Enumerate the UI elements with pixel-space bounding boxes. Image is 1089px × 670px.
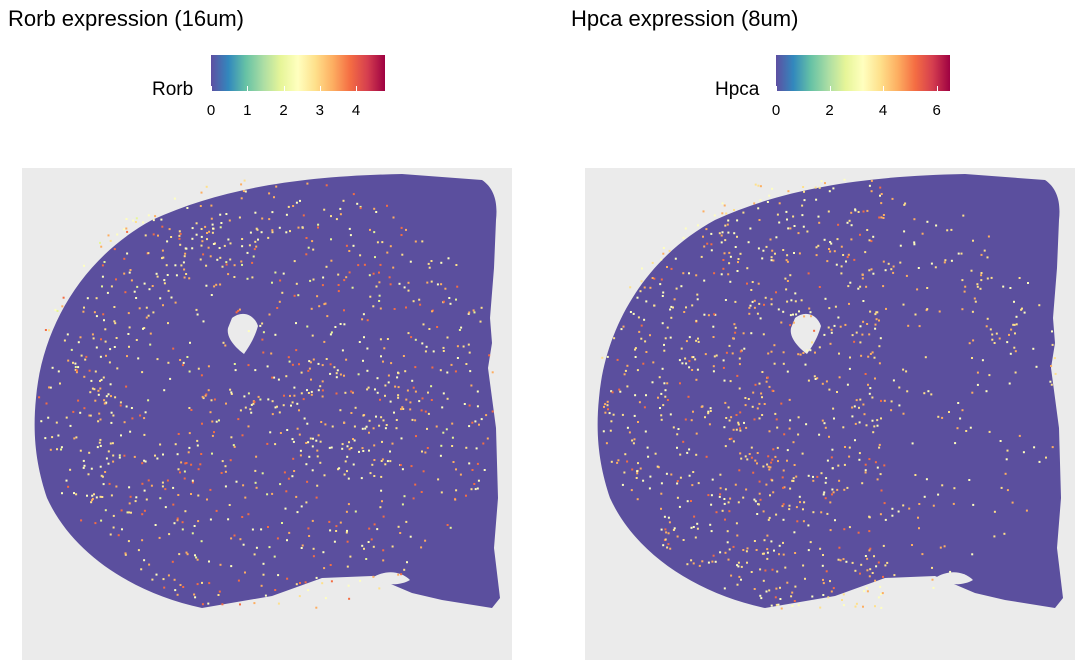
- hpca-notch: [935, 572, 973, 585]
- rorb-tick-mark: [247, 86, 249, 91]
- rorb-notch: [372, 572, 410, 585]
- rorb-tick-label: 4: [351, 102, 361, 119]
- hpca-spatial-svg: [597, 174, 1063, 610]
- hpca-tick-label: 0: [771, 102, 781, 119]
- hpca-spots: [601, 178, 1057, 610]
- hpca-tick-mark: [936, 86, 938, 91]
- hpca-tick-label: 2: [825, 102, 834, 119]
- rorb-tick-label: 1: [243, 102, 252, 119]
- rorb-tick-label: 0: [206, 102, 216, 119]
- hpca-tick-mark: [829, 86, 831, 91]
- hpca-ventricle: [790, 313, 821, 354]
- hpca-colorbar: [776, 55, 950, 91]
- rorb-colorbar: [211, 55, 385, 91]
- hpca-legend-title: Hpca: [715, 79, 760, 100]
- hpca-title: Hpca expression (8um): [571, 6, 799, 31]
- rorb-tissue: [34, 174, 501, 608]
- rorb-legend-title: Rorb: [152, 79, 194, 100]
- rorb-tick-mark: [356, 86, 357, 91]
- rorb-ventricle: [227, 313, 258, 354]
- rorb-title: Rorb expression (16um): [8, 6, 244, 31]
- rorb-tick-label: 2: [279, 102, 288, 119]
- hpca-spatial-plot: [585, 168, 1075, 660]
- rorb-spatial-plot: [22, 168, 512, 660]
- hpca-tissue: [597, 174, 1063, 608]
- rorb-tick-mark: [211, 86, 212, 91]
- rorb-spots: [38, 179, 494, 609]
- hpca-tick-mark: [883, 86, 885, 91]
- rorb-panel: Rorb expression (16um) Rorb 0 1 2 3 4: [0, 0, 544, 670]
- rorb-tick-mark: [319, 86, 321, 91]
- hpca-tick-label: 6: [932, 102, 941, 119]
- rorb-tick-label: 3: [315, 102, 324, 119]
- hpca-panel: Hpca expression (8um) Hpca 0 2 4 6: [545, 0, 1089, 670]
- rorb-spatial-svg: [34, 174, 501, 609]
- hpca-tick-label: 4: [878, 102, 888, 119]
- hpca-tick-mark: [776, 86, 777, 91]
- rorb-tick-mark: [283, 86, 285, 91]
